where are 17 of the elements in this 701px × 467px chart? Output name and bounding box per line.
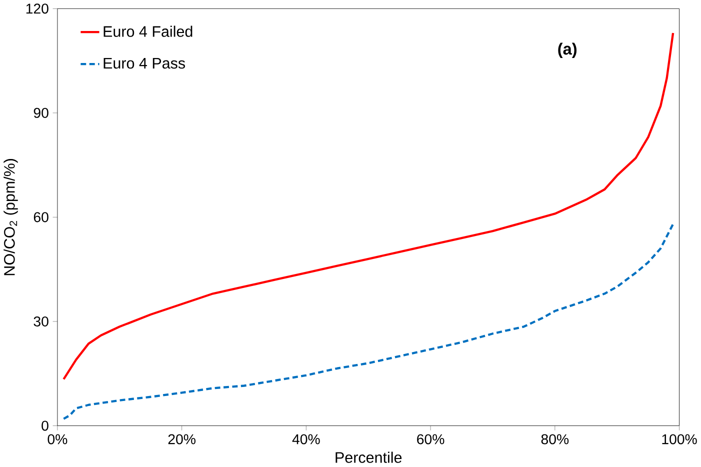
y-tick-label: 60 — [34, 212, 48, 222]
legend-label: Euro 4 Failed — [104, 26, 192, 38]
x-tick-label: 100% — [662, 434, 697, 444]
line-series — [62, 223, 674, 420]
y-tick-label: 90 — [34, 108, 48, 118]
y-tick-label: 30 — [34, 316, 48, 327]
x-tick-label: 80% — [541, 434, 569, 444]
x-axis-title: Percentile — [336, 452, 402, 464]
y-tick-label: 120 — [26, 4, 48, 14]
annotation: (a) — [558, 42, 577, 58]
y-tick-label: 0 — [42, 420, 48, 431]
legend-label: Euro 4 Pass — [104, 58, 186, 69]
y-axis-title: NO/CO$_{2}$ (ppm/%) — [4, 159, 18, 276]
x-tick-label: 0% — [48, 434, 68, 444]
x-tick-label: 40% — [292, 434, 320, 444]
x-tick-label: 20% — [168, 434, 196, 444]
x-tick-label: 60% — [417, 434, 444, 444]
